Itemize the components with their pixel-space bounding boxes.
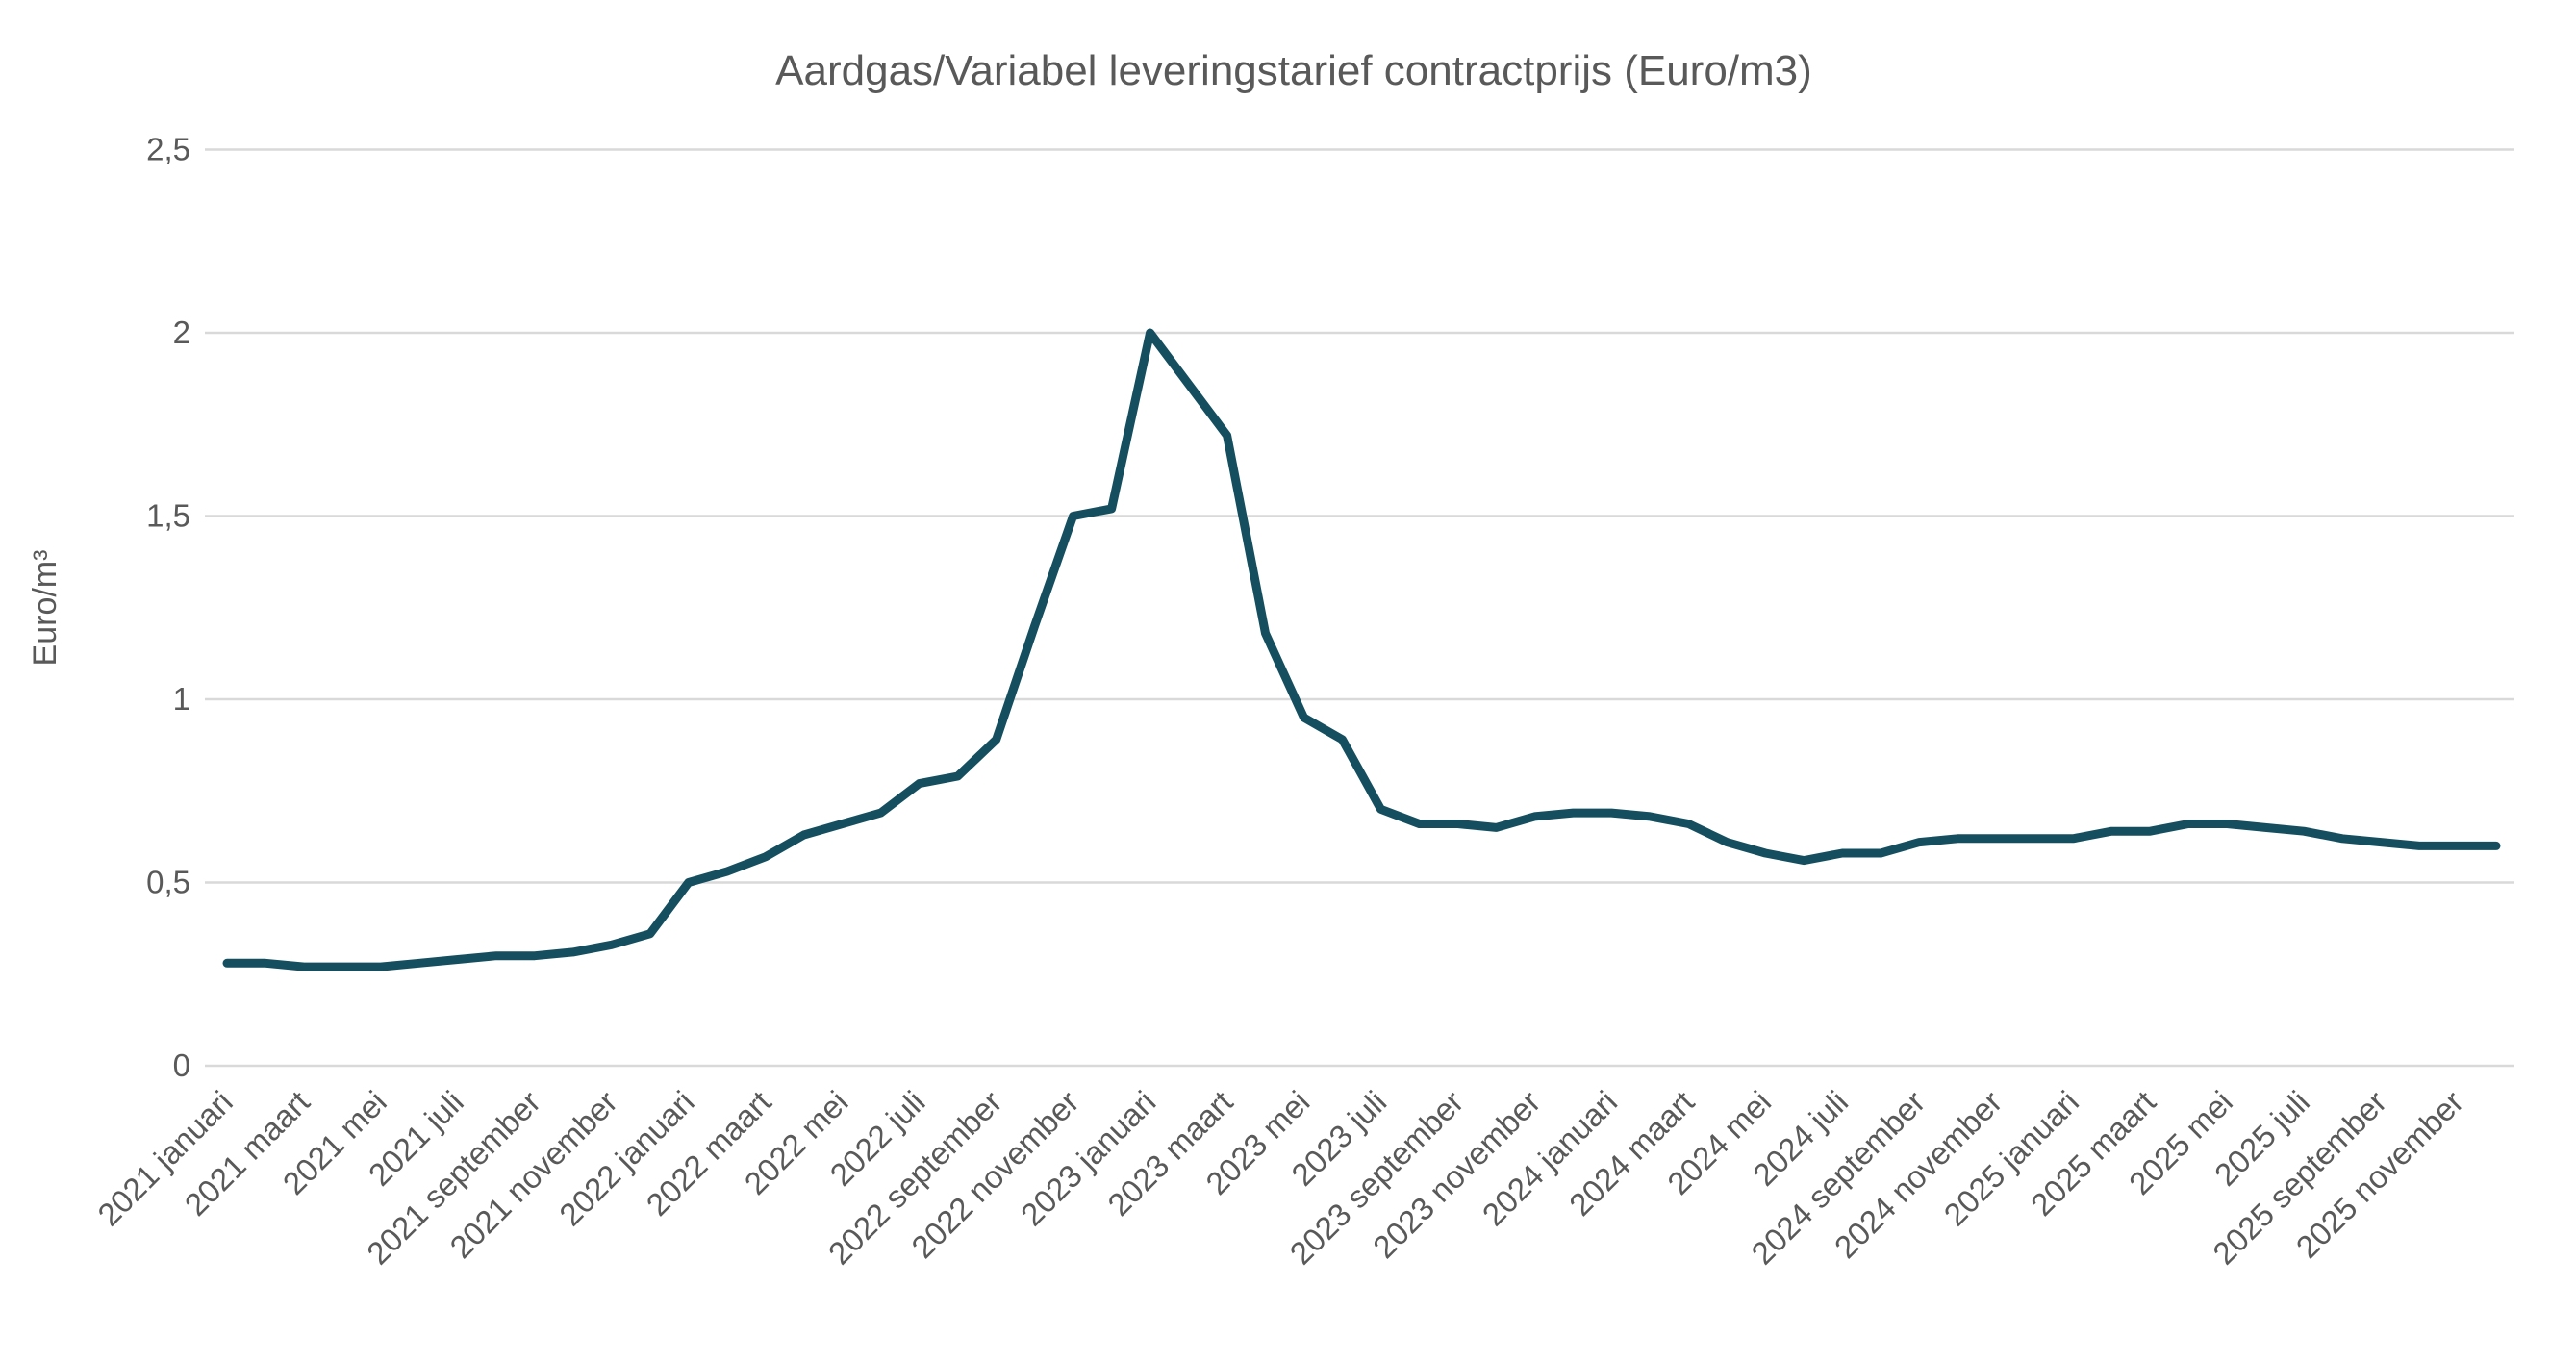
chart-title: Aardgas/Variabel leveringstarief contrac… — [775, 47, 1812, 94]
y-axis-title: Euro/m³ — [27, 550, 63, 667]
y-tick-label: 1 — [173, 681, 190, 717]
y-axis-tick-labels: 0 0,5 1 1,5 2 2,5 — [146, 132, 190, 1084]
y-tick-label: 2 — [173, 315, 190, 350]
y-tick-label: 0,5 — [146, 865, 190, 900]
y-tick-label: 2,5 — [146, 132, 190, 167]
price-line-series — [222, 328, 2501, 971]
gridlines — [205, 148, 2514, 1068]
y-tick-label: 1,5 — [146, 498, 190, 534]
y-tick-label: 0 — [173, 1047, 190, 1083]
